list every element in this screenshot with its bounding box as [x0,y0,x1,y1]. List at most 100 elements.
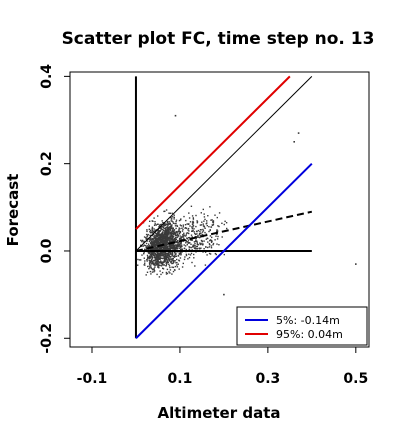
scatter-point [160,233,162,235]
scatter-point [172,232,174,235]
scatter-point [193,244,195,246]
scatter-point [214,239,216,241]
scatter-point [171,229,174,231]
scatter-point [148,265,151,267]
scatter-point [168,226,170,229]
scatter-point [154,221,156,223]
scatter-point [144,260,146,262]
scatter-point [198,236,201,239]
scatter-point [176,234,179,236]
scatter-point [141,254,143,256]
scatter-point [173,216,175,219]
scatter-point [177,234,180,236]
scatter-point [160,260,162,262]
scatter-point [162,222,164,224]
scatter-point [174,222,176,225]
scatter-point [150,249,152,251]
scatter-point [165,247,168,250]
scatter-point [147,251,149,254]
scatter-point [200,247,202,249]
scatter-point [177,240,179,242]
scatter-point [164,260,166,262]
scatter-point [179,227,181,230]
scatter-point [166,256,168,259]
scatter-point [167,261,169,264]
scatter-point [207,246,209,249]
scatter-point [165,231,167,233]
scatter-point [155,237,157,240]
scatter-point [164,248,166,250]
scatter-point [153,267,155,270]
scatter-point [156,273,158,276]
scatter-point [173,230,175,232]
scatter-point [174,238,177,241]
scatter-point [201,221,203,223]
scatter-point [174,231,176,234]
scatter-point [189,254,192,256]
scatter-point [176,231,178,234]
scatter-point [149,255,151,257]
scatter-point [197,236,199,238]
scatter-point [218,244,220,246]
scatter-point [191,239,193,241]
scatter-point [151,268,153,270]
scatter-point [200,234,202,237]
scatter-point [163,258,166,260]
scatter-point [145,248,148,250]
scatter-point [143,236,146,238]
scatter-point [175,227,177,230]
scatter-point [178,244,180,247]
scatter-point [204,218,206,221]
scatter-point [150,248,153,251]
legend-label-p95: 95%: 0.04m [276,328,343,341]
scatter-point [216,243,218,245]
scatter-point [150,245,152,247]
scatter-point [171,232,173,235]
scatter-point [189,221,192,223]
scatter-point [182,234,184,236]
scatter-point [153,271,155,273]
scatter-point [153,242,155,245]
scatter-point [151,227,154,229]
scatter-point [155,254,157,256]
scatter-point [146,229,148,231]
scatter-point [179,242,182,244]
scatter-point [181,227,183,229]
scatter-point [217,235,219,238]
scatter-point [152,263,154,265]
scatter-point [176,248,178,250]
scatter-point [143,257,145,259]
scatter-point [153,269,155,271]
scatter-point [194,242,196,245]
scatter-point [153,270,156,272]
scatter-point [180,254,182,256]
scatter-point [159,264,161,267]
scatter-point [169,245,171,248]
legend-box [236,306,368,346]
scatter-point [208,246,211,248]
scatter-point [157,249,159,251]
scatter-point [202,223,204,225]
y-tick-label: 0.4 [39,64,55,89]
scatter-point [174,225,177,227]
scatter-point [182,224,184,226]
scatter-point [152,220,154,222]
scatter-point [195,233,197,235]
scatter-point [170,258,172,260]
scatter-point [165,240,167,242]
scatter-point [167,222,169,225]
scatter-point [209,244,211,246]
scatter-point [160,239,162,241]
scatter-point [193,253,195,256]
scatter-point [192,225,195,227]
scatter-point [202,243,204,245]
scatter-point [171,237,173,239]
scatter-point [171,212,173,214]
scatter-point [151,229,154,232]
scatter-point [149,261,151,263]
scatter-point [158,263,160,265]
scatter-point [156,258,158,261]
scatter-point [166,225,168,228]
scatter-point [171,262,173,265]
scatter-point [169,245,172,247]
